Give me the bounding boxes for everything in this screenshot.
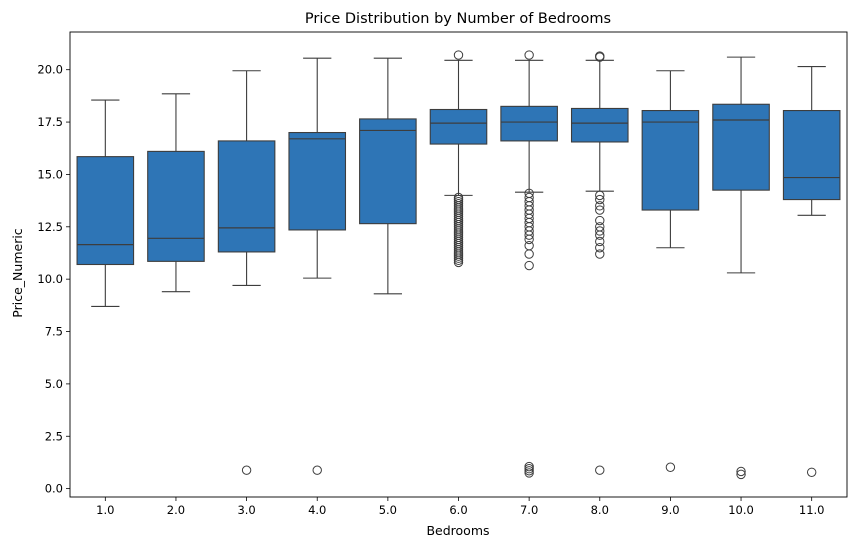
y-tick-label: 2.5 (45, 429, 63, 443)
x-tick-label: 4.0 (308, 503, 326, 517)
outlier-point (524, 249, 534, 259)
y-tick-label: 0.0 (45, 482, 63, 496)
box-group-9.0 (641, 70, 700, 472)
x-tick-label: 7.0 (520, 503, 538, 517)
box-group-11.0 (782, 66, 841, 477)
box (500, 105, 558, 142)
box (217, 140, 276, 253)
outlier-point (312, 465, 322, 475)
chart-title: Price Distribution by Number of Bedrooms (305, 11, 611, 27)
outlier-point (524, 260, 534, 271)
outlier-point (595, 52, 605, 62)
outlier-point (595, 236, 605, 247)
outlier-point (524, 234, 534, 245)
outlier-point (595, 226, 605, 236)
box (782, 109, 841, 201)
y-tick-label: 7.5 (45, 325, 63, 339)
outlier-point (736, 466, 746, 477)
outlier-point (595, 205, 605, 215)
outlier-point (595, 215, 605, 226)
outlier-point (524, 468, 534, 478)
outlier-point (595, 243, 605, 253)
box (712, 103, 770, 191)
outlier-point (595, 230, 605, 240)
outlier-point (595, 194, 605, 205)
outlier-point (524, 230, 534, 240)
box (429, 108, 488, 145)
outlier-point (241, 465, 252, 475)
x-tick-label: 9.0 (661, 503, 679, 517)
box-group-7.0 (500, 50, 558, 478)
box (570, 107, 629, 143)
box-group-4.0 (288, 57, 347, 475)
y-tick-label: 10.0 (37, 272, 63, 286)
box-group-3.0 (217, 70, 276, 475)
box-group-10.0 (712, 56, 770, 480)
outlier-point (524, 50, 534, 60)
outlier-point (524, 240, 534, 251)
x-tick-label: 5.0 (379, 503, 397, 517)
outlier-point (453, 192, 464, 203)
box-group-1.0 (76, 99, 135, 307)
x-tick-label: 6.0 (449, 503, 467, 517)
outlier-point (736, 469, 746, 480)
x-tick-label: 8.0 (591, 503, 609, 517)
outlier-point (595, 201, 605, 211)
x-axis-label: Bedrooms (426, 523, 489, 538)
outlier-point (595, 465, 605, 475)
outlier-point (453, 50, 464, 60)
x-tick-label: 10.0 (728, 503, 754, 517)
plot-area: 0.0 2.5 5.0 7.5 10.0 12.5 15.0 17.5 20.0 1.0 2.0 3.… (37, 31, 848, 517)
box-group-5.0 (359, 57, 417, 295)
outlier-point (665, 462, 676, 472)
outlier-point (595, 190, 605, 201)
box-group-2.0 (147, 93, 205, 293)
box (359, 118, 417, 225)
y-tick-label: 12.5 (37, 220, 63, 234)
x-tick-label: 2.0 (167, 503, 185, 517)
x-tick-label: 3.0 (237, 503, 255, 517)
box-group-6.0 (429, 50, 488, 268)
box (147, 150, 205, 262)
box-group-8.0 (570, 51, 629, 475)
box (288, 131, 347, 231)
x-tick-label: 11.0 (799, 503, 825, 517)
y-tick-label: 15.0 (37, 167, 63, 181)
y-tick-label: 20.0 (37, 63, 63, 77)
outlier-point (595, 249, 605, 259)
y-tick-label: 5.0 (45, 377, 63, 391)
plot-frame (69, 31, 848, 498)
outlier-point (806, 467, 817, 477)
y-tick-label: 17.5 (37, 115, 63, 129)
x-tick-label: 1.0 (96, 503, 114, 517)
box (76, 156, 135, 266)
y-axis-label: Price_Numeric (10, 228, 25, 317)
box (641, 109, 700, 211)
